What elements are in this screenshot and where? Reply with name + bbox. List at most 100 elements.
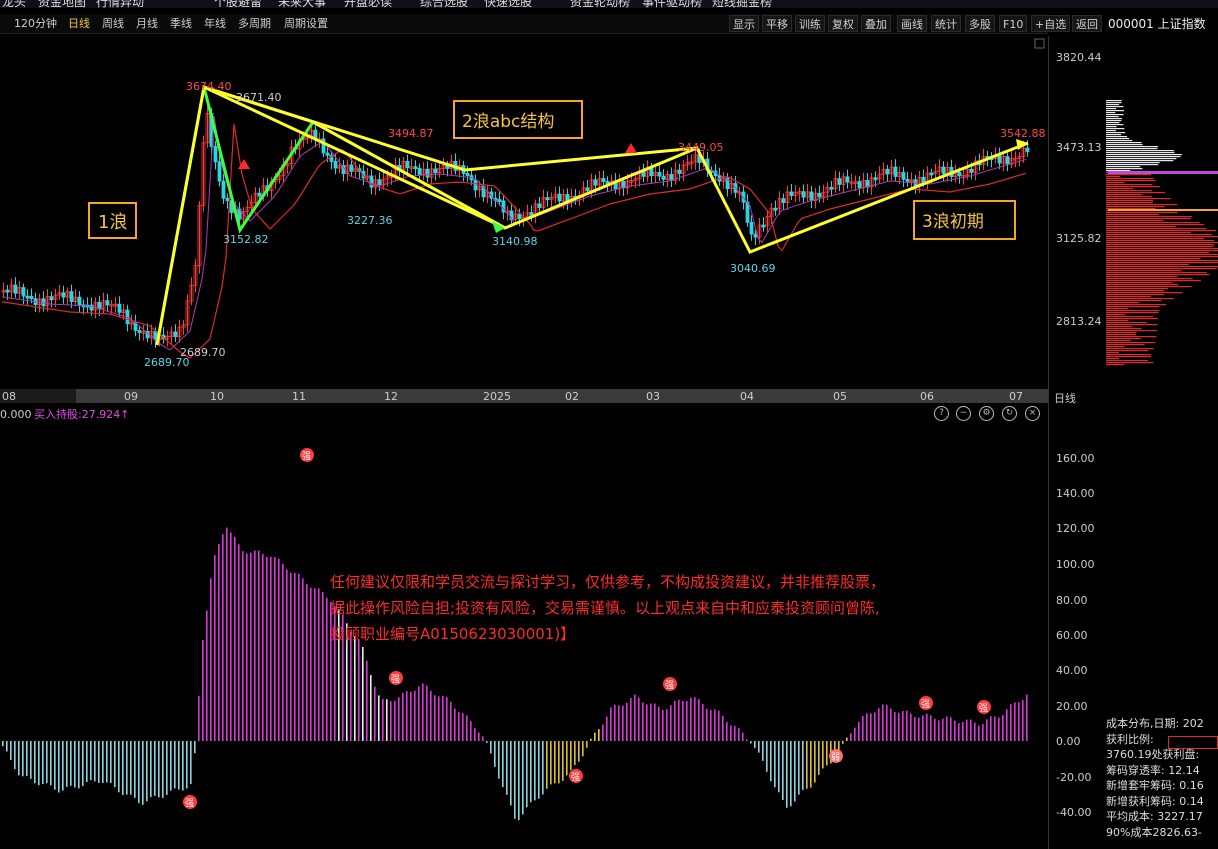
hist-bar — [794, 741, 796, 802]
zoom-out-icon[interactable]: − — [956, 406, 971, 421]
chip-bar — [1106, 342, 1156, 344]
nav-item[interactable]: 资金轮动榜 — [570, 0, 631, 8]
time-axis: 08 09 10 11 12 2025 02 03 04 05 06 07 日线 — [2, 390, 1076, 405]
signal-marker-label: 弱 — [831, 752, 840, 763]
candle-body — [593, 179, 598, 186]
expand-icon[interactable] — [1034, 38, 1045, 49]
period-yearly[interactable]: 年线 — [204, 17, 226, 30]
month-tick: 02 — [565, 390, 579, 403]
nav-item[interactable]: 龙头 — [2, 0, 27, 8]
toolbar-display[interactable]: 显示 — [729, 15, 759, 32]
ind-tick: -20.00 — [1056, 771, 1091, 784]
toolbar-adjust[interactable]: 复权 — [828, 15, 858, 32]
toolbar-back[interactable]: 返回 — [1072, 15, 1102, 32]
candle-body — [561, 194, 566, 202]
chip-bar — [1106, 142, 1142, 144]
period-120min[interactable]: 120分钟 — [14, 17, 57, 30]
candle-body — [5, 289, 10, 293]
hist-bar — [322, 591, 324, 741]
hist-bar — [898, 712, 900, 741]
chip-bar — [1106, 238, 1204, 240]
period-daily[interactable]: 日线 — [68, 17, 90, 30]
settings-icon[interactable]: ⚙ — [979, 406, 994, 421]
hist-bar — [258, 550, 260, 741]
chip-bar — [1106, 312, 1159, 314]
candlesticks — [1, 105, 1030, 348]
hist-bar — [778, 741, 780, 793]
help-icon[interactable]: ? — [934, 406, 949, 421]
chip-bar — [1106, 320, 1129, 322]
candle-body — [629, 179, 634, 183]
toolbar-training[interactable]: 训练 — [795, 15, 825, 32]
hist-bar — [146, 741, 148, 802]
chip-bar — [1106, 358, 1119, 360]
hist-bar — [578, 741, 580, 762]
toolbar-f10[interactable]: F10 — [999, 15, 1028, 32]
candle-body — [661, 175, 666, 180]
ind-tick: 140.00 — [1056, 487, 1095, 500]
candle-body — [885, 168, 890, 175]
time-axis-scroll-thumb[interactable] — [76, 389, 1048, 403]
nav-item[interactable]: 行情异动 — [96, 0, 145, 8]
period-quarterly[interactable]: 季线 — [170, 17, 192, 30]
hist-bar — [922, 715, 924, 741]
candle-body — [785, 191, 790, 203]
candle-body — [765, 215, 770, 227]
candle-body — [377, 179, 382, 186]
toolbar-overlay[interactable]: 叠加 — [861, 15, 891, 32]
hist-bar — [682, 701, 684, 741]
toolbar-stats[interactable]: 统计 — [931, 15, 961, 32]
period-settings[interactable]: 周期设置 — [284, 17, 328, 30]
hist-bar — [918, 717, 920, 741]
index-name: 000001 上证指数 — [1108, 17, 1206, 31]
candle-body — [1001, 156, 1006, 164]
candle-body — [57, 292, 62, 296]
hist-bar — [1014, 702, 1016, 741]
hist-bar — [702, 704, 704, 741]
chip-bar — [1106, 102, 1122, 104]
chip-bar — [1106, 328, 1142, 330]
hist-bar — [342, 614, 344, 741]
candle-body — [117, 303, 122, 313]
candle-body — [657, 172, 662, 177]
chip-bar — [1106, 168, 1143, 170]
hist-bar — [482, 736, 484, 741]
chip-bar — [1106, 218, 1191, 220]
candle-body — [689, 161, 694, 165]
chip-distribution — [1106, 100, 1218, 366]
hist-bar — [462, 713, 464, 741]
period-weekly[interactable]: 周线 — [102, 17, 124, 30]
toolbar-add-watchlist[interactable]: +自选 — [1031, 15, 1071, 32]
nav-item[interactable]: 个股避雷 — [214, 0, 263, 8]
nav-item[interactable]: 资金地图 — [38, 0, 87, 8]
toolbar-draw[interactable]: 画线 — [897, 15, 927, 32]
chip-bar — [1106, 316, 1154, 318]
nav-item[interactable]: 综合选股 — [420, 0, 469, 8]
candle-body — [353, 168, 358, 172]
hist-bar — [426, 685, 428, 741]
nav-item[interactable]: 事件驱动榜 — [642, 0, 703, 8]
hist-bar — [846, 737, 848, 741]
nav-item[interactable]: 开盘必读 — [344, 0, 393, 8]
close-icon[interactable]: × — [1025, 406, 1040, 421]
toolbar-pan[interactable]: 平移 — [762, 15, 792, 32]
wave3-label: 3浪初期 — [922, 212, 984, 232]
refresh-icon[interactable]: ↻ — [1002, 406, 1017, 421]
toolbar-multistock[interactable]: 多股 — [965, 15, 995, 32]
signal-marker — [389, 671, 403, 685]
hist-bar — [318, 588, 320, 741]
candle-body — [889, 166, 894, 175]
candle-body — [173, 331, 178, 338]
nav-item[interactable]: 短线掘金榜 — [712, 0, 773, 8]
candle-body — [105, 300, 110, 306]
nav-item[interactable]: 未来大事 — [278, 0, 327, 8]
candle-body — [385, 175, 390, 180]
period-multi[interactable]: 多周期 — [238, 17, 271, 30]
period-monthly[interactable]: 月线 — [136, 17, 158, 30]
nav-item[interactable]: 快速选股 — [484, 0, 533, 8]
candle-body — [909, 179, 914, 183]
hist-bar — [1022, 700, 1024, 741]
candle-body — [509, 210, 514, 220]
chip-bar — [1106, 270, 1182, 272]
